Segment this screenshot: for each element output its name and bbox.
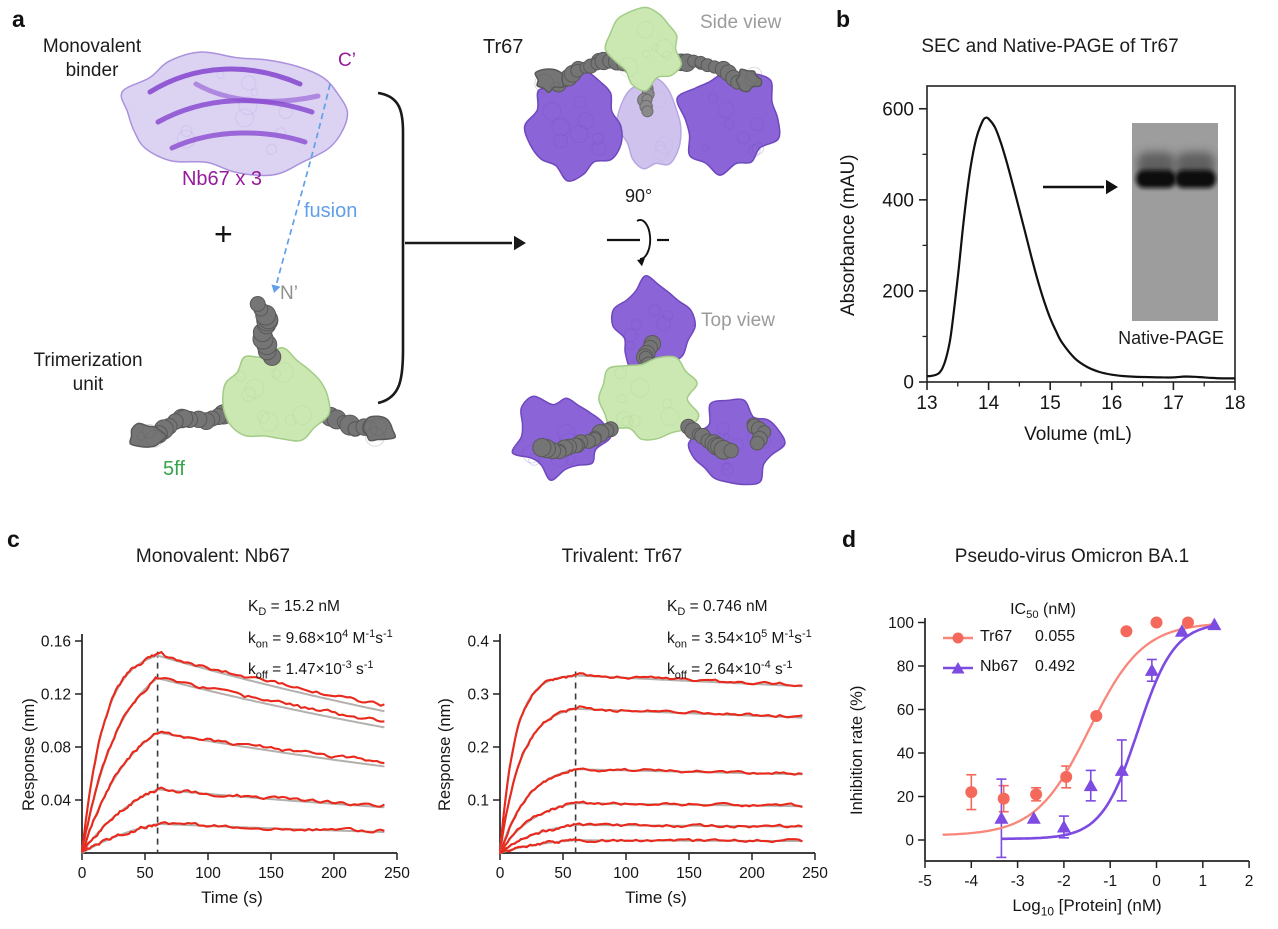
svg-text:100: 100	[195, 865, 221, 882]
panel-b-label: b	[836, 6, 851, 32]
svg-text:-4: -4	[964, 873, 978, 890]
svg-text:250: 250	[802, 865, 828, 882]
sec-chart: 0 200 400 600 13 14 15 16 17 18	[882, 85, 1246, 414]
top-view-label: Top view	[701, 310, 775, 331]
svg-text:0.08: 0.08	[41, 740, 71, 757]
panel-a: a Monovalent binder C’ Nb67 x 3 fusion +…	[0, 0, 830, 520]
side-view-label: Side view	[700, 12, 782, 33]
svg-text:80: 80	[897, 659, 915, 676]
koff-value-tr67: koff = 2.64×10-4 s-1	[667, 659, 793, 682]
svg-text:-5: -5	[918, 873, 932, 890]
trimerization-unit-label-line2: unit	[72, 374, 104, 395]
svg-text:17: 17	[1163, 393, 1184, 414]
rotation-90-label: 90°	[625, 186, 653, 206]
svg-text:15: 15	[1040, 393, 1061, 414]
legend-tr67-name: Tr67	[980, 628, 1013, 645]
svg-text:20: 20	[897, 789, 915, 806]
bli-left-x-label: Time (s)	[201, 888, 263, 907]
svg-text:0.04: 0.04	[41, 793, 72, 810]
panel-c-label: c	[7, 526, 20, 552]
svg-text:2: 2	[1245, 873, 1254, 890]
svg-text:250: 250	[384, 865, 410, 882]
legend-nb67-ic50: 0.492	[1035, 658, 1076, 675]
bli-left-title: Monovalent: Nb67	[135, 546, 291, 567]
svg-text:14: 14	[978, 393, 1000, 414]
panel-c: 0.04 0.08 0.12 0.16 0 50 100 150 200 250 0.1 0.2 0.3…	[0, 500, 880, 929]
svg-text:0: 0	[903, 373, 914, 394]
svg-text:100: 100	[888, 615, 914, 632]
kd-value-nb67: KD = 15.2 nM	[248, 598, 340, 619]
svg-text:0.12: 0.12	[41, 687, 71, 704]
svg-text:40: 40	[897, 746, 915, 763]
native-page-label: Native-PAGE	[1118, 328, 1224, 348]
neut-x-axis-label: Log10 [Protein] (nM)	[1012, 896, 1162, 919]
monovalent-binder-label-line2: binder	[65, 60, 119, 81]
svg-text:0: 0	[78, 865, 87, 882]
kon-value-nb67: kon = 9.68×104 M-1s-1	[248, 627, 393, 650]
n-terminus-label: N’	[280, 283, 298, 304]
svg-text:50: 50	[554, 865, 572, 882]
svg-text:1: 1	[1198, 873, 1207, 890]
svg-text:200: 200	[739, 865, 765, 882]
bli-charts: 0.04 0.08 0.12 0.16 0 50 100 150 200 250 0.1 0.2 0.3…	[41, 634, 828, 883]
legend-title: IC50 (nM)	[1010, 601, 1076, 622]
svg-text:50: 50	[136, 865, 154, 882]
svg-text:18: 18	[1224, 393, 1245, 414]
neutralization-chart: 0 20 40 60 80 100 -5 -4 -3 -2 -1 0 1 2	[888, 615, 1254, 890]
bli-right-y-label: Response (nm)	[436, 698, 454, 812]
svg-text:13: 13	[916, 393, 937, 414]
kd-value-tr67: KD = 0.746 nM	[667, 598, 768, 619]
svg-text:0.16: 0.16	[41, 634, 71, 651]
kon-value-tr67: kon = 3.54×105 M-1s-1	[667, 627, 812, 650]
svg-text:400: 400	[882, 190, 914, 211]
svg-text:0.1: 0.1	[467, 793, 489, 810]
monovalent-binder-label-line1: Monovalent	[42, 36, 142, 57]
svg-text:600: 600	[882, 99, 914, 120]
bli-right-kinetics: KD = 0.746 nM kon = 3.54×105 M-1s-1 koff…	[667, 596, 812, 687]
sec-y-axis-label: Absorbance (mAU)	[838, 154, 859, 316]
svg-text:-1: -1	[1103, 873, 1117, 890]
bli-right-x-label: Time (s)	[625, 888, 687, 907]
c-terminus-label: C’	[338, 50, 356, 71]
panel-d: 0 20 40 60 80 100 -5 -4 -3 -2 -1 0 1 2 d Pseudo-virus…	[840, 500, 1278, 929]
panel-b: 0 200 400 600 13 14 15 16 17 18 b SEC and Native-…	[820, 0, 1278, 470]
svg-text:0.2: 0.2	[467, 740, 489, 757]
svg-text:-3: -3	[1011, 873, 1025, 890]
svg-text:60: 60	[897, 702, 915, 719]
5ff-label: 5ff	[163, 458, 185, 480]
svg-text:16: 16	[1101, 393, 1122, 414]
svg-text:100: 100	[613, 865, 639, 882]
bli-right-title: Trivalent: Tr67	[561, 546, 683, 567]
bli-left-y-label: Response (nm)	[20, 698, 38, 812]
nb67-x3-label: Nb67 x 3	[181, 168, 263, 190]
sec-chart-title: SEC and Native-PAGE of Tr67	[921, 36, 1179, 57]
legend-nb67-name: Nb67	[980, 658, 1019, 675]
svg-text:150: 150	[258, 865, 284, 882]
neut-y-axis-label: Inhibition rate (%)	[848, 685, 866, 815]
svg-text:-2: -2	[1057, 873, 1071, 890]
trimerization-unit-label-line1: Trimerization	[33, 350, 143, 371]
plus-sign: +	[214, 216, 233, 252]
panel-d-label: d	[842, 526, 857, 552]
koff-value-nb67: koff = 1.47×10-3 s-1	[248, 659, 374, 682]
fusion-label: fusion	[304, 200, 358, 222]
tr67-label: Tr67	[483, 36, 524, 58]
svg-text:0: 0	[496, 865, 505, 882]
bli-left-kinetics: KD = 15.2 nM kon = 9.68×104 M-1s-1 koff …	[248, 596, 393, 687]
neut-chart-title: Pseudo-virus Omicron BA.1	[954, 546, 1190, 567]
panel-a-graphics	[120, 6, 786, 486]
panel-a-label: a	[12, 6, 25, 32]
svg-text:200: 200	[321, 865, 347, 882]
legend-tr67-ic50: 0.055	[1035, 628, 1076, 645]
svg-text:0.4: 0.4	[467, 634, 489, 651]
svg-text:0: 0	[905, 833, 914, 850]
svg-text:0: 0	[1152, 873, 1161, 890]
svg-text:0.3: 0.3	[467, 687, 489, 704]
svg-text:200: 200	[882, 281, 914, 302]
svg-text:150: 150	[676, 865, 702, 882]
sec-x-axis-label: Volume (mL)	[1024, 424, 1132, 445]
